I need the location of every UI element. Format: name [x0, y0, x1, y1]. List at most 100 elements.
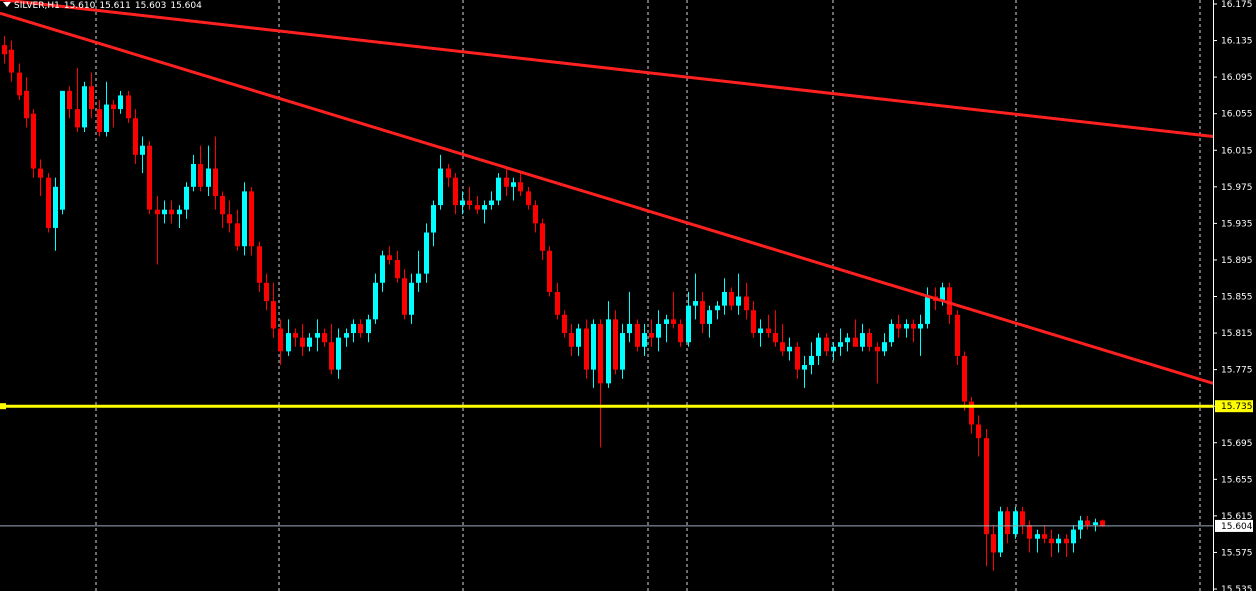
- candle: [133, 109, 138, 164]
- candle-body: [1042, 534, 1047, 539]
- candle: [438, 154, 443, 210]
- candle: [402, 269, 407, 320]
- price-axis: 16.175 16.135 16.095 16.055 16.015 15.975 15.9…: [1213, 0, 1253, 591]
- collapse-triangle-icon[interactable]: [3, 2, 11, 7]
- candle: [882, 333, 887, 356]
- candle: [569, 323, 574, 356]
- candle: [555, 282, 560, 320]
- candle-body: [155, 209, 160, 215]
- candle: [591, 319, 596, 388]
- candle: [504, 168, 509, 196]
- support-line-handle: [0, 403, 6, 410]
- candle: [620, 323, 625, 379]
- candle: [867, 328, 872, 352]
- candle: [526, 186, 531, 210]
- candle-body: [249, 191, 254, 247]
- axis-tick-label: 15.695: [1221, 439, 1253, 449]
- candle-body: [17, 72, 22, 96]
- candle-body: [2, 45, 7, 55]
- candle: [613, 310, 618, 375]
- candle-body: [1078, 520, 1083, 530]
- candle-body: [686, 305, 691, 343]
- candle: [467, 186, 472, 210]
- candle-body: [940, 287, 945, 302]
- symbol-label: SILVER,H1: [14, 1, 60, 11]
- high-value: 15.611: [99, 1, 131, 11]
- candle: [787, 337, 792, 361]
- candle-body: [1049, 538, 1054, 544]
- candle-body: [9, 49, 14, 73]
- candle: [1042, 525, 1047, 544]
- support-price-box: [1215, 400, 1253, 413]
- candle: [722, 278, 727, 315]
- axis-tick-label: 15.615: [1221, 512, 1253, 522]
- support-price-label: 15.735: [1221, 402, 1253, 412]
- candle-body: [976, 424, 981, 439]
- candle-body: [293, 333, 298, 338]
- candle: [82, 81, 87, 132]
- candle-body: [1013, 511, 1018, 535]
- candle: [896, 314, 901, 338]
- candle-body: [867, 333, 872, 347]
- candle-body: [1005, 511, 1010, 535]
- candle-body: [693, 301, 698, 306]
- candle-body: [329, 342, 334, 370]
- candle-body: [816, 337, 821, 356]
- candle: [831, 342, 836, 361]
- candle: [206, 145, 211, 196]
- candle: [126, 90, 131, 123]
- candle: [177, 205, 182, 228]
- candle-body: [220, 195, 225, 215]
- candle-body: [344, 333, 349, 338]
- candle: [969, 397, 974, 434]
- candle: [395, 250, 400, 283]
- candle-body: [991, 534, 996, 553]
- candle-body: [635, 323, 640, 347]
- candle-body: [140, 145, 145, 155]
- candle-body: [307, 337, 312, 347]
- candle: [809, 342, 814, 375]
- candle: [67, 86, 72, 119]
- axis-tick-label: 16.055: [1221, 110, 1253, 120]
- candle-body: [773, 333, 778, 343]
- candle: [824, 333, 829, 356]
- candle-body: [278, 328, 283, 352]
- candle: [1049, 529, 1054, 558]
- candle-body: [227, 214, 232, 224]
- candle-body: [715, 305, 720, 311]
- candle-body: [322, 333, 327, 343]
- candle-body: [351, 323, 356, 334]
- candle: [46, 173, 51, 233]
- candle-body: [969, 401, 974, 425]
- candle-body: [831, 346, 836, 352]
- candle: [962, 351, 967, 411]
- candle-body: [1100, 520, 1105, 526]
- candle: [751, 301, 756, 338]
- candle-body: [569, 333, 574, 347]
- candle-body: [1020, 511, 1025, 526]
- candle-body: [707, 310, 712, 324]
- candle: [453, 173, 458, 215]
- trendline: [0, 0, 1214, 139]
- candle: [2, 35, 7, 64]
- candle: [460, 191, 465, 215]
- candle-body: [918, 323, 923, 329]
- candle: [1078, 515, 1083, 539]
- candle: [671, 291, 676, 329]
- chart-lines[interactable]: [0, 0, 1214, 527]
- candle: [715, 301, 720, 320]
- candle-body: [955, 314, 960, 356]
- axis-tick-label: 16.095: [1221, 73, 1253, 83]
- candle-body: [31, 113, 36, 169]
- candle: [169, 200, 174, 224]
- candle-body: [286, 333, 291, 352]
- axis-tick-label: 15.815: [1221, 329, 1253, 339]
- candle: [1071, 525, 1076, 553]
- axis-tick-label: 16.175: [1221, 0, 1253, 10]
- candle-body: [758, 328, 763, 334]
- candle-body: [911, 323, 916, 329]
- candle-body: [875, 346, 880, 352]
- candle-body: [446, 168, 451, 178]
- candle: [191, 154, 196, 192]
